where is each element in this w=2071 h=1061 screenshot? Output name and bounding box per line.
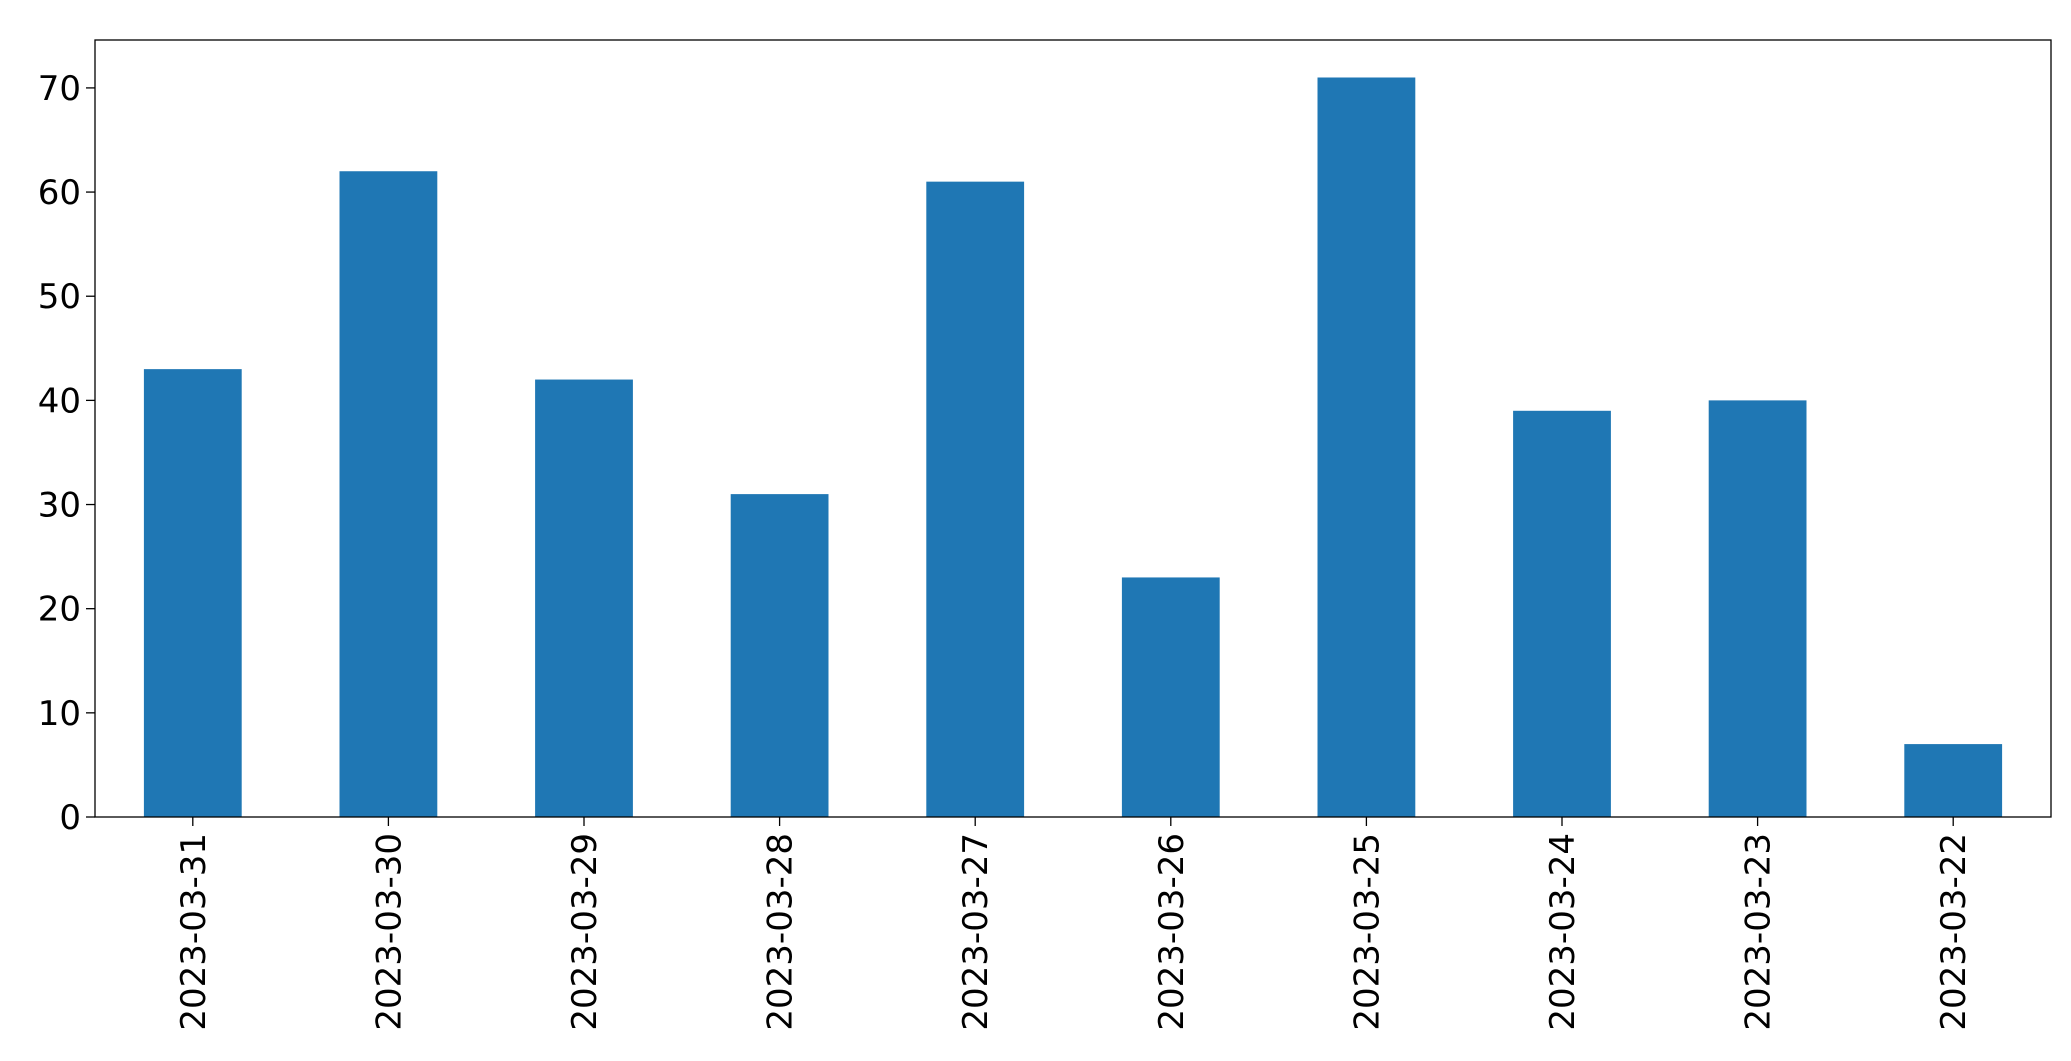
y-tick-label: 50 — [38, 277, 81, 317]
x-tick-label: 2023-03-29 — [565, 833, 605, 1031]
bar — [535, 379, 633, 817]
x-tick-label: 2023-03-30 — [369, 833, 409, 1031]
x-tick-label: 2023-03-24 — [1543, 833, 1583, 1031]
x-tick-label: 2023-03-22 — [1934, 833, 1974, 1031]
x-tick-label: 2023-03-26 — [1152, 833, 1192, 1031]
bar — [1513, 410, 1611, 817]
bar — [926, 181, 1025, 817]
bar — [1708, 400, 1807, 817]
bar — [1317, 77, 1416, 818]
axes-frame — [94, 39, 2052, 818]
y-tick-label: 40 — [38, 381, 81, 421]
x-tick-label: 2023-03-25 — [1347, 833, 1387, 1031]
x-tick-label: 2023-03-28 — [761, 833, 801, 1031]
y-tick-label: 0 — [59, 798, 81, 838]
y-tick-label: 70 — [38, 69, 81, 109]
x-tick-label: 2023-03-31 — [174, 833, 214, 1031]
bar — [1121, 577, 1220, 817]
y-tick-label: 20 — [38, 590, 81, 630]
x-tick-label: 2023-03-27 — [956, 833, 996, 1031]
bar — [143, 369, 242, 817]
y-tick-label: 30 — [38, 486, 81, 526]
x-tick-label: 2023-03-23 — [1739, 833, 1779, 1031]
bar — [339, 171, 438, 817]
y-tick-label: 10 — [38, 694, 81, 734]
bar — [1904, 744, 2003, 817]
bar — [730, 494, 829, 817]
y-tick-label: 60 — [38, 173, 81, 213]
